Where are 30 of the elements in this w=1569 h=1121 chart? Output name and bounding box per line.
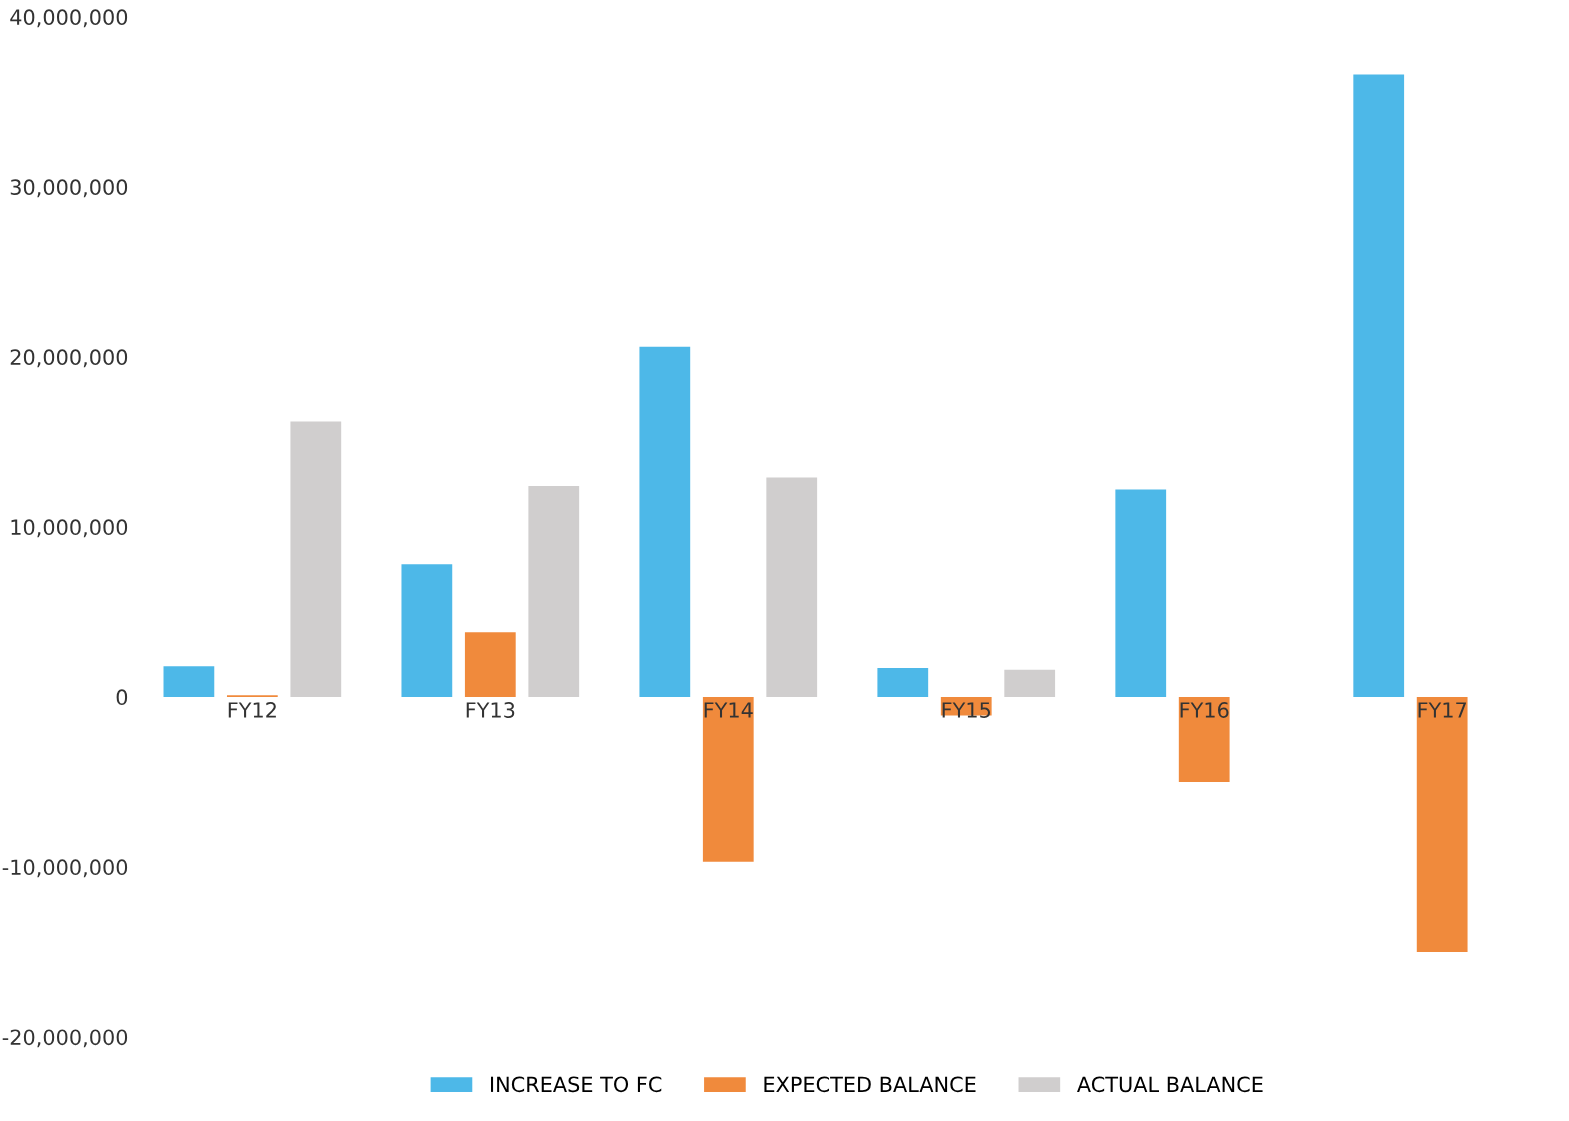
legend-label: ACTUAL BALANCE xyxy=(1077,1076,1263,1093)
bar xyxy=(1416,696,1468,952)
legend-label: EXPECTED BALANCE xyxy=(764,1076,976,1093)
bar xyxy=(1353,74,1405,697)
y-tick-label: 40,000,000 xyxy=(10,9,128,28)
bar xyxy=(163,666,215,697)
bar xyxy=(1004,669,1056,697)
y-tick-label: 20,000,000 xyxy=(10,349,128,368)
bar xyxy=(639,346,691,697)
bar xyxy=(1115,489,1167,697)
bar xyxy=(528,486,580,697)
bar xyxy=(702,696,754,862)
x-tick-label: FY14 xyxy=(704,702,753,718)
y-tick-label: -10,000,000 xyxy=(2,859,128,878)
bar xyxy=(766,477,818,697)
y-tick-label: 10,000,000 xyxy=(11,519,128,538)
bar xyxy=(290,421,342,697)
x-tick-label: FY17 xyxy=(1418,702,1466,718)
bar xyxy=(877,667,929,697)
x-tick-label: FY15 xyxy=(942,702,991,718)
y-tick-label: 0 xyxy=(116,689,128,706)
bar xyxy=(464,632,516,697)
bar xyxy=(401,564,453,697)
x-tick-label: FY16 xyxy=(1180,702,1229,718)
bar xyxy=(1178,696,1230,782)
legend-label: INCREASE TO FC xyxy=(491,1076,662,1093)
y-tick-label: 30,000,000 xyxy=(10,179,128,198)
y-tick-label: -20,000,000 xyxy=(2,1029,128,1048)
x-tick-label: FY12 xyxy=(228,702,276,718)
x-tick-label: FY13 xyxy=(466,702,515,718)
